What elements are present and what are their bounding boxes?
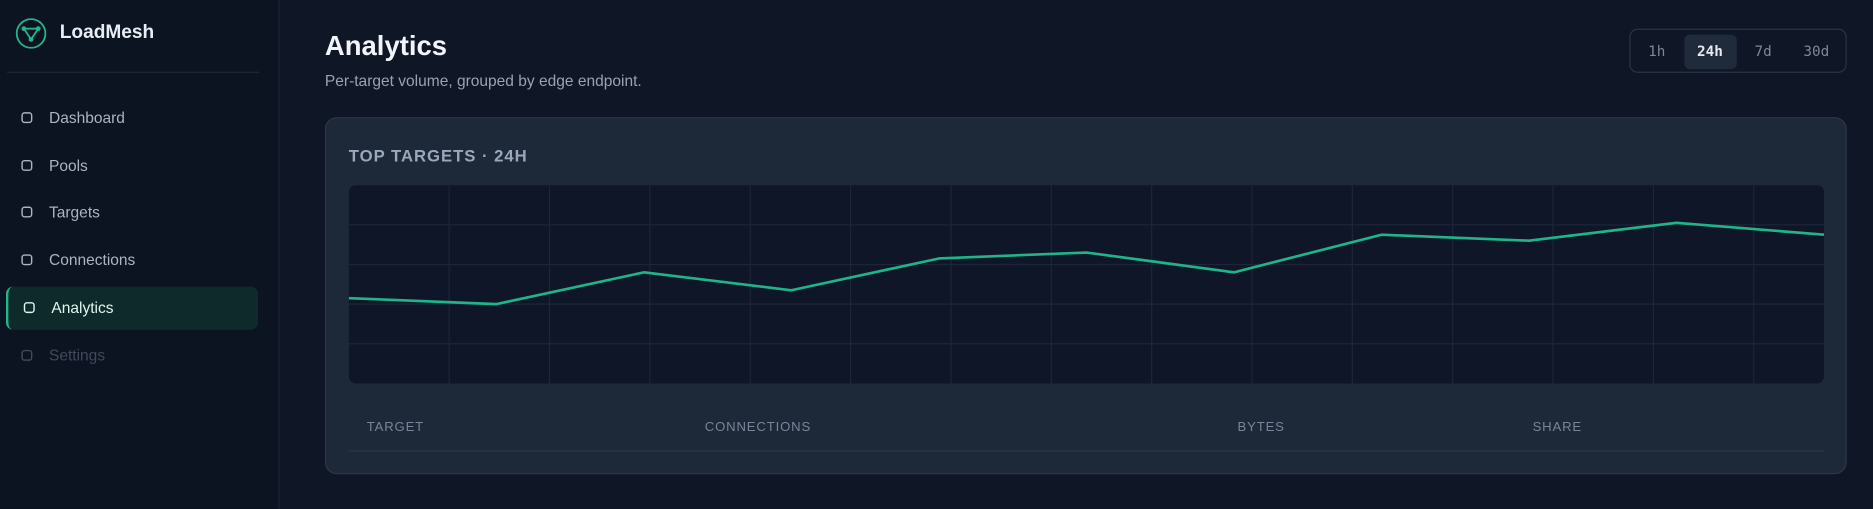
nav-icon bbox=[21, 159, 33, 171]
chart-card: TOP TARGETS · 24H TARGET CONNECTIONS BYTES… bbox=[324, 117, 1847, 475]
brand-logo bbox=[15, 18, 47, 49]
nav-icon bbox=[21, 349, 33, 361]
nav-icon bbox=[21, 112, 33, 124]
divider bbox=[7, 71, 260, 73]
nav-icon bbox=[21, 206, 33, 218]
data-line bbox=[348, 221, 1825, 306]
brand-name: LoadMesh bbox=[59, 22, 155, 44]
nav-item[interactable]: Analytics bbox=[5, 286, 259, 330]
nav-label: Connections bbox=[48, 250, 136, 269]
nav-item[interactable]: Pools bbox=[6, 145, 258, 188]
page-subtitle: Per-target volume, grouped by edge endpo… bbox=[324, 71, 642, 90]
chart bbox=[348, 185, 1825, 384]
nav-item[interactable]: Dashboard bbox=[6, 97, 258, 140]
table-header: BYTES bbox=[1237, 420, 1285, 435]
range-button[interactable]: 1h bbox=[1648, 43, 1666, 60]
sidebar: LoadMesh Dashboard Pools Targets Connection… bbox=[0, 0, 280, 509]
nav-label: Analytics bbox=[51, 298, 114, 317]
card-title: TOP TARGETS · 24H bbox=[348, 145, 528, 165]
range-button[interactable]: 24h bbox=[1683, 34, 1737, 70]
table-header: TARGET bbox=[366, 420, 425, 435]
nav-icon bbox=[23, 302, 35, 314]
range-selector: 1h 24h 7d 30d bbox=[1629, 28, 1847, 73]
nav-label: Dashboard bbox=[48, 108, 125, 127]
nav-label: Targets bbox=[48, 203, 100, 221]
table-header: CONNECTIONS bbox=[704, 420, 812, 435]
chart-bg bbox=[348, 185, 1825, 384]
nav-icon bbox=[21, 254, 33, 266]
nav-label: Pools bbox=[48, 156, 88, 175]
table-header: SHARE bbox=[1532, 420, 1583, 435]
range-button[interactable]: 30d bbox=[1803, 43, 1830, 60]
nav-item[interactable]: Targets bbox=[6, 191, 258, 234]
range-button[interactable]: 7d bbox=[1754, 43, 1772, 60]
table-rule bbox=[348, 450, 1825, 452]
page-title: Analytics bbox=[324, 29, 448, 61]
nav-label: Settings bbox=[48, 346, 106, 365]
nav-item[interactable]: Connections bbox=[6, 239, 258, 282]
nav-item[interactable]: Settings bbox=[6, 334, 258, 377]
